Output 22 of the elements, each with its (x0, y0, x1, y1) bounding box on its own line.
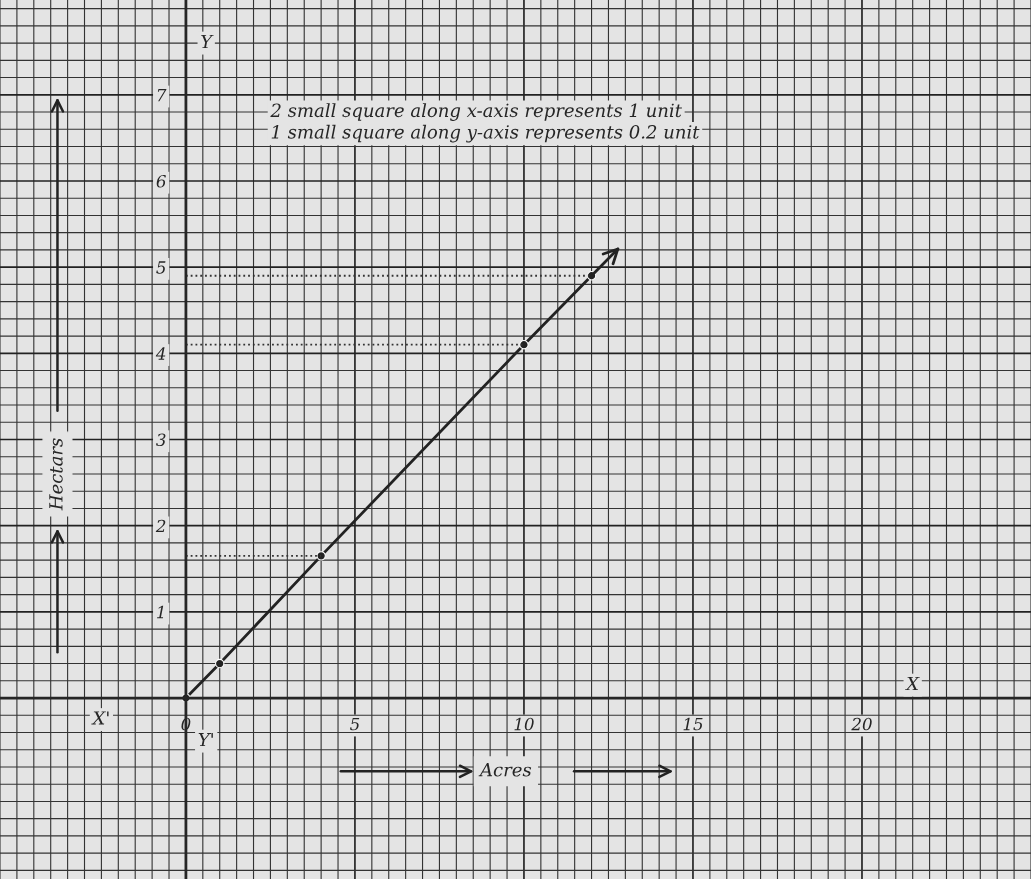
point (215, 658, 225, 669)
x-tick-label: 15 (683, 717, 703, 731)
x-axis-title: Acres (478, 763, 532, 777)
y-tick-label: 3 (156, 433, 166, 447)
y-tick-label: 4 (155, 347, 166, 360)
annotation: Y (201, 34, 214, 49)
annotation: X' (91, 711, 109, 725)
point (519, 340, 529, 350)
y-tick-label: 5 (156, 261, 166, 274)
annotation: 1 small square along y-axis represents 0.2 unit (271, 124, 700, 143)
x-tick-label: 10 (514, 717, 534, 731)
annotation: 2 small square along x-axis represents 1 unit (270, 103, 682, 121)
x-tick-label: 5 (350, 717, 360, 731)
annotation: Y' (198, 732, 213, 747)
y-tick-label: 6 (156, 174, 166, 188)
y-tick-label: 2 (155, 519, 166, 533)
y-tick-label: 1 (157, 605, 164, 619)
x-tick-label: 20 (851, 717, 872, 731)
annotation: X (905, 676, 920, 691)
y-axis-title: Hectars (49, 438, 63, 511)
point (316, 551, 326, 561)
y-tick-label: 7 (157, 88, 167, 102)
